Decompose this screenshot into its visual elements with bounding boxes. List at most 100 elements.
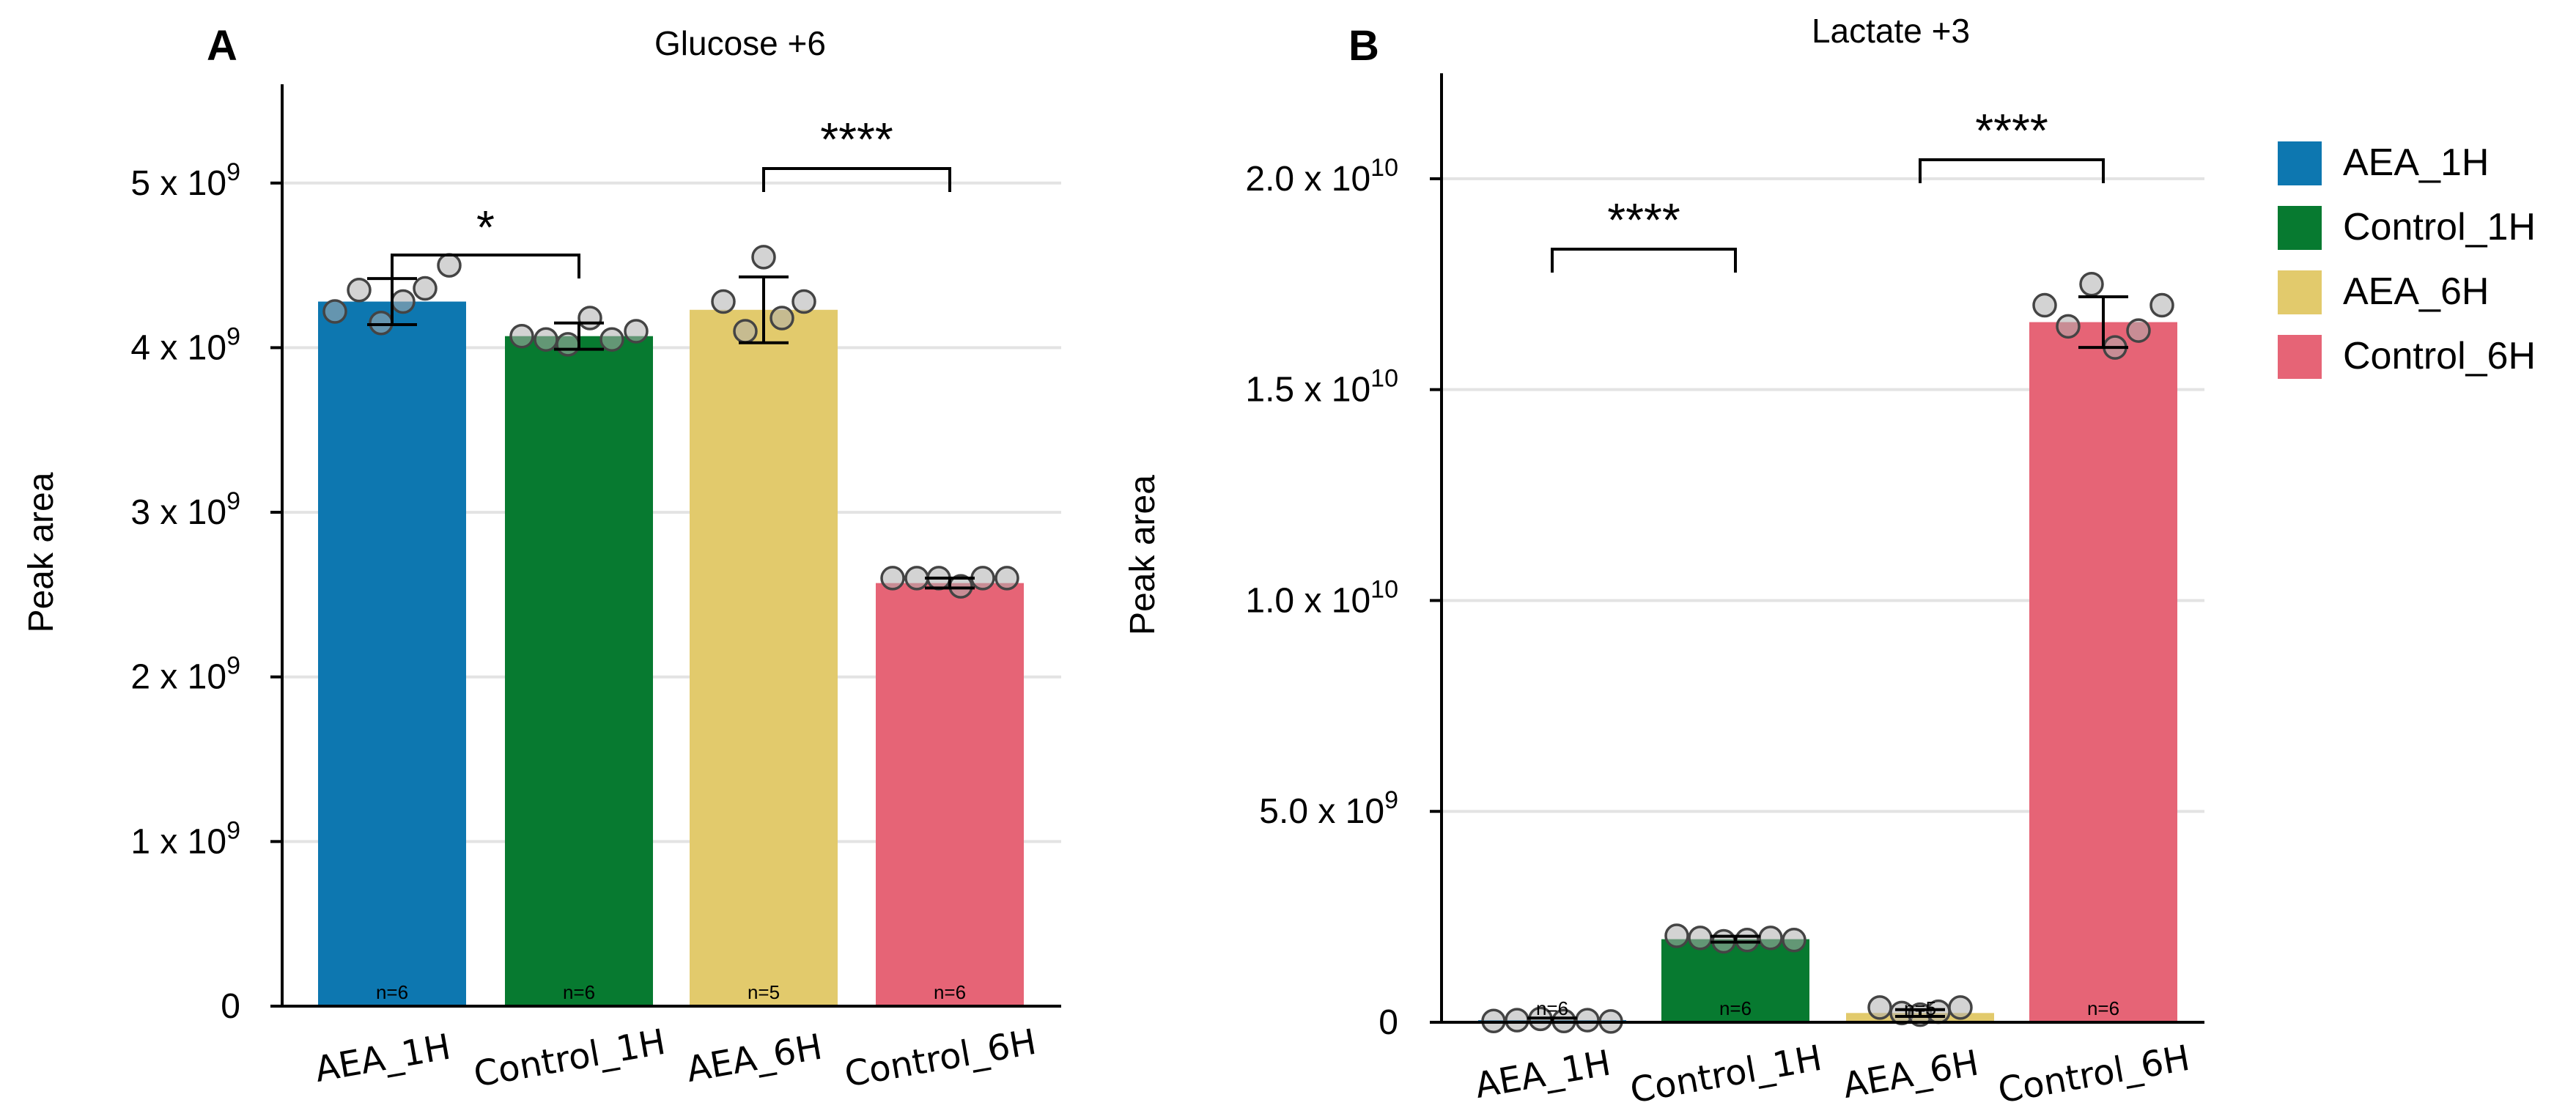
data-point bbox=[791, 289, 816, 314]
x-tick-label: Control_6H bbox=[1995, 1038, 2193, 1112]
significance-bracket bbox=[1919, 158, 2105, 183]
data-point bbox=[556, 332, 580, 357]
n-label: n=6 bbox=[1719, 997, 1752, 1019]
n-label: n=6 bbox=[1536, 997, 1568, 1019]
data-point bbox=[994, 566, 1019, 591]
legend-swatch bbox=[2278, 335, 2322, 379]
legend-label: AEA_1H bbox=[2343, 141, 2489, 184]
significance-label: **** bbox=[820, 113, 893, 166]
y-tick-base: 5 x 10 bbox=[130, 164, 226, 203]
y-tick-base: 3 x 10 bbox=[130, 493, 226, 532]
n-label: n=6 bbox=[563, 981, 595, 1003]
data-point bbox=[2149, 292, 2174, 318]
data-point bbox=[880, 566, 905, 591]
significance-label: * bbox=[476, 201, 495, 254]
y-tick-label: 5 x 109 bbox=[130, 158, 240, 203]
y-tick-exponent: 9 bbox=[226, 487, 240, 515]
y-tick-base: 1 x 10 bbox=[130, 822, 226, 861]
bar-aea-1h bbox=[318, 301, 466, 1006]
bar-control-6h bbox=[2029, 322, 2177, 1023]
y-tick-label: 0 bbox=[221, 987, 240, 1026]
significance-label: **** bbox=[1975, 104, 2048, 157]
bar-aea-6h bbox=[690, 309, 838, 1006]
data-point bbox=[1688, 926, 1713, 950]
data-point bbox=[437, 253, 462, 278]
y-tick-base: 2.0 x 10 bbox=[1245, 160, 1370, 199]
data-point bbox=[970, 566, 995, 591]
legend: AEA_1H Control_1H AEA_6H Control_6H bbox=[2278, 141, 2536, 379]
bar-control-6h bbox=[876, 583, 1024, 1006]
data-point bbox=[711, 289, 736, 314]
data-point bbox=[751, 245, 776, 270]
data-point bbox=[733, 319, 758, 344]
y-tick-base: 1.5 x 10 bbox=[1245, 371, 1370, 410]
n-label: n=6 bbox=[934, 981, 966, 1003]
y-tick-exponent: 9 bbox=[226, 816, 240, 844]
y-tick-label: 2.0 x 1010 bbox=[1245, 154, 1398, 199]
y-tick-exponent: 10 bbox=[1370, 154, 1398, 182]
data-point bbox=[1575, 1008, 1600, 1033]
y-tick-label: 2 x 109 bbox=[130, 652, 240, 697]
y-tick-exponent: 10 bbox=[1370, 365, 1398, 393]
n-label: n=5 bbox=[748, 981, 780, 1003]
data-point bbox=[2056, 314, 2081, 339]
y-tick-label: 1.5 x 1010 bbox=[1245, 365, 1398, 410]
x-tick-label: Control_1H bbox=[1627, 1038, 1825, 1112]
data-point bbox=[322, 299, 347, 324]
y-tick-label: 3 x 109 bbox=[130, 487, 240, 532]
y-tick-label: 5.0 x 109 bbox=[1259, 786, 1398, 831]
y-tick-base: 1.0 x 10 bbox=[1245, 581, 1370, 620]
y-tick-label: 4 x 109 bbox=[130, 322, 240, 367]
data-point bbox=[347, 278, 372, 303]
data-point bbox=[2126, 318, 2151, 343]
x-tick-label: AEA_1H bbox=[1472, 1042, 1614, 1107]
x-tick-label: AEA_1H bbox=[311, 1026, 454, 1090]
y-tick-exponent: 9 bbox=[1384, 786, 1398, 814]
y-tick-base: 2 x 10 bbox=[130, 658, 226, 697]
data-point bbox=[1867, 995, 1892, 1020]
legend-swatch bbox=[2278, 141, 2322, 185]
data-point bbox=[577, 306, 602, 330]
panel-letter: A bbox=[207, 22, 237, 70]
y-tick-exponent: 9 bbox=[226, 158, 240, 186]
y-axis-label: Peak area bbox=[22, 472, 61, 632]
significance-bracket bbox=[762, 167, 951, 192]
y-tick-label: 1.0 x 1010 bbox=[1245, 575, 1398, 620]
panel-letter: B bbox=[1348, 22, 1379, 70]
data-point bbox=[534, 327, 558, 352]
significance-bracket bbox=[1551, 248, 1737, 273]
data-point bbox=[413, 276, 438, 301]
y-tick-exponent: 10 bbox=[1370, 575, 1398, 603]
x-tick-label: Control_1H bbox=[470, 1022, 668, 1096]
y-tick-base: 0 bbox=[1379, 1003, 1398, 1042]
data-point bbox=[770, 306, 794, 330]
chart-title: Glucose +6 bbox=[654, 24, 826, 62]
y-axis-label: Peak area bbox=[1123, 475, 1162, 635]
data-point bbox=[1782, 928, 1806, 953]
y-tick-exponent: 9 bbox=[226, 322, 240, 350]
legend-swatch bbox=[2278, 206, 2322, 250]
y-tick-label: 1 x 109 bbox=[130, 816, 240, 861]
x-tick-label: AEA_6H bbox=[1839, 1042, 1982, 1107]
significance-label: **** bbox=[1607, 193, 1680, 246]
data-point bbox=[624, 319, 649, 344]
chart-title: Lactate +3 bbox=[1812, 12, 1970, 50]
data-point bbox=[1758, 926, 1783, 950]
significance-bracket bbox=[391, 254, 580, 278]
data-point bbox=[904, 566, 929, 591]
x-tick-label: Control_6H bbox=[841, 1022, 1039, 1096]
bar-control-1h bbox=[505, 336, 653, 1006]
y-tick-base: 4 x 10 bbox=[130, 328, 226, 367]
data-point bbox=[509, 323, 534, 349]
data-point bbox=[2079, 272, 2104, 297]
data-point bbox=[1664, 923, 1689, 948]
legend-swatch bbox=[2278, 270, 2322, 314]
n-label: n=5 bbox=[1904, 997, 1936, 1019]
data-point bbox=[1505, 1008, 1529, 1033]
y-tick-label: 0 bbox=[1379, 1003, 1398, 1042]
data-point bbox=[2032, 292, 2057, 318]
y-tick-base: 5.0 x 10 bbox=[1259, 792, 1384, 831]
